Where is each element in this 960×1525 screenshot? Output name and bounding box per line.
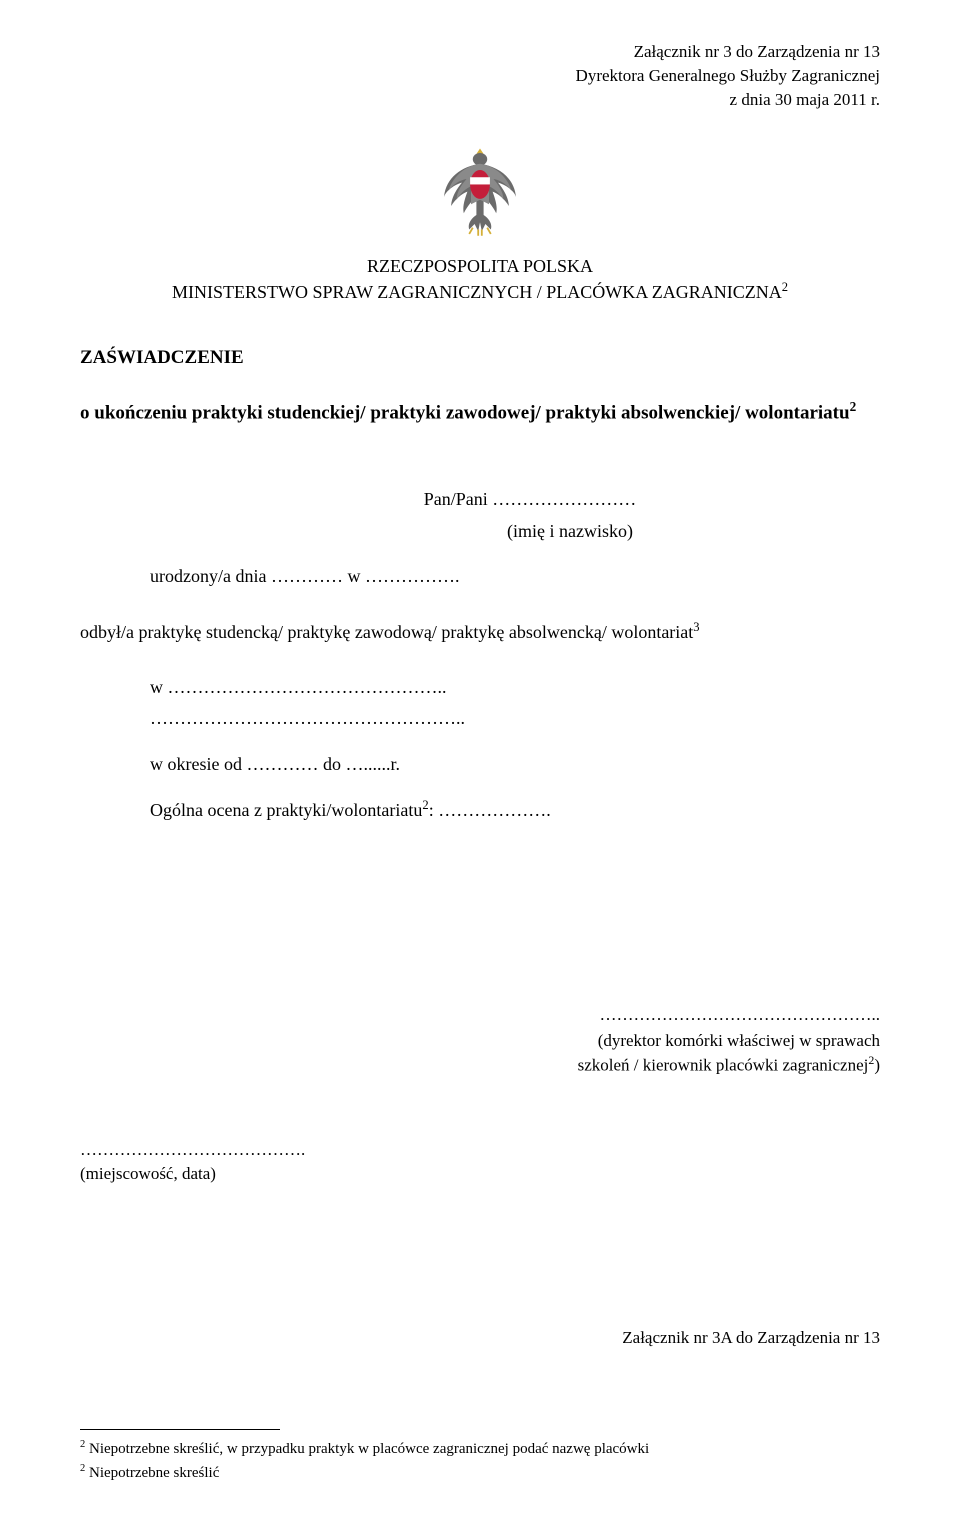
signature-block: ………………………………………….. (dyrektor komórki wła… bbox=[80, 1003, 880, 1078]
pan-pani-line: Pan/Pani …………………… bbox=[180, 487, 880, 512]
header-line2: Dyrektora Generalnego Służby Zagraniczne… bbox=[80, 64, 880, 88]
footnote-2: 2 Niepotrzebne skreślić bbox=[80, 1462, 880, 1484]
ocena-line: Ogólna ocena z praktyki/wolontariatu2: …… bbox=[150, 797, 880, 823]
details-block: w ……………………………………….. …………………………………………….. … bbox=[150, 675, 880, 823]
certificate-title: ZAŚWIADCZENIE bbox=[80, 345, 880, 372]
header-right: Załącznik nr 3 do Zarządzenia nr 13 Dyre… bbox=[80, 40, 880, 111]
imie-nazwisko-label: (imię i nazwisko) bbox=[260, 519, 880, 544]
institution-line2: MINISTERSTWO SPRAW ZAGRANICZNYCH / PLACÓ… bbox=[80, 279, 880, 305]
odbyl-line: odbył/a praktykę studencką/ praktykę zaw… bbox=[80, 619, 880, 645]
eagle-emblem-icon bbox=[435, 141, 525, 236]
signature-dots: ………………………………………….. bbox=[80, 1003, 880, 1027]
place-date-block: …………………………………. (miejscowość, data) bbox=[80, 1138, 880, 1186]
emblem-section bbox=[80, 141, 880, 243]
certificate-subtitle: o ukończeniu praktyki studenckiej/ prakt… bbox=[80, 397, 880, 428]
okres-line: w okresie od ………… do …......r. bbox=[150, 752, 880, 777]
footnote-separator bbox=[80, 1429, 280, 1430]
urodzony-line: urodzony/a dnia ………… w ……………. bbox=[150, 564, 880, 589]
signature-line2: szkoleń / kierownik placówki zagraniczne… bbox=[80, 1052, 880, 1077]
signature-line1: (dyrektor komórki właściwej w sprawach bbox=[80, 1029, 880, 1053]
institution-line1: RZECZPOSPOLITA POLSKA bbox=[80, 254, 880, 279]
place-date-label: (miejscowość, data) bbox=[80, 1162, 880, 1186]
footnote-1: 2 Niepotrzebne skreślić, w przypadku pra… bbox=[80, 1438, 880, 1460]
institution-block: RZECZPOSPOLITA POLSKA MINISTERSTWO SPRAW… bbox=[80, 254, 880, 305]
appendix-line: Załącznik nr 3A do Zarządzenia nr 13 bbox=[80, 1326, 880, 1350]
header-line1: Załącznik nr 3 do Zarządzenia nr 13 bbox=[80, 40, 880, 64]
footnotes: 2 Niepotrzebne skreślić, w przypadku pra… bbox=[80, 1438, 880, 1483]
w-line: w ……………………………………….. bbox=[150, 675, 880, 700]
dots-continuation: …………………………………………….. bbox=[150, 706, 880, 731]
header-line3: z dnia 30 maja 2011 r. bbox=[80, 88, 880, 112]
place-dots: …………………………………. bbox=[80, 1138, 880, 1162]
body-block: Pan/Pani …………………… (imię i nazwisko) urod… bbox=[150, 487, 880, 589]
